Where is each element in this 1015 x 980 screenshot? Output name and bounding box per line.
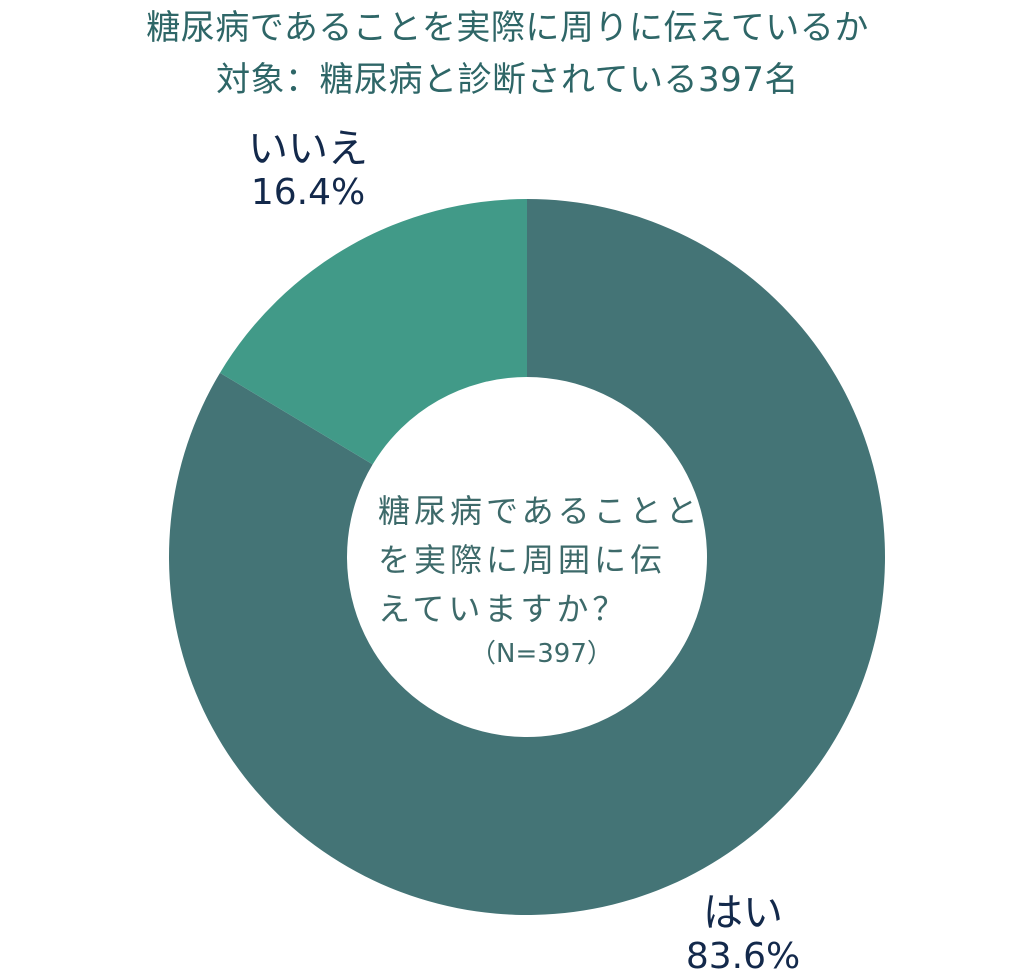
slice-label-yes-name: はい	[703, 890, 783, 936]
chart-subtitle: 対象：糖尿病と診断されている397名	[216, 60, 799, 100]
donut-slices	[168, 199, 886, 915]
slice-label-no-name: いいえ	[248, 126, 368, 172]
center-question-line-1: 糖尿病であることと	[378, 492, 702, 530]
slice-label-no: いいえ 16.4%	[208, 126, 408, 213]
center-question: 糖尿病であることと を実際に周囲に伝 えていますか？	[378, 487, 702, 634]
center-question-line-3: えていますか？	[378, 590, 629, 628]
slice-label-yes: はい 83.6%	[643, 890, 843, 977]
center-question-line-2: を実際に周囲に伝	[378, 541, 667, 579]
slice-label-no-percent: 16.4%	[250, 172, 366, 213]
chart-title: 糖尿病であることを実際に周りに伝えているか	[146, 8, 869, 48]
slice-label-yes-percent: 83.6%	[685, 936, 801, 977]
center-sample-size: （N=397）	[470, 639, 613, 669]
slice-yes	[168, 199, 886, 915]
slice-no	[220, 199, 527, 465]
